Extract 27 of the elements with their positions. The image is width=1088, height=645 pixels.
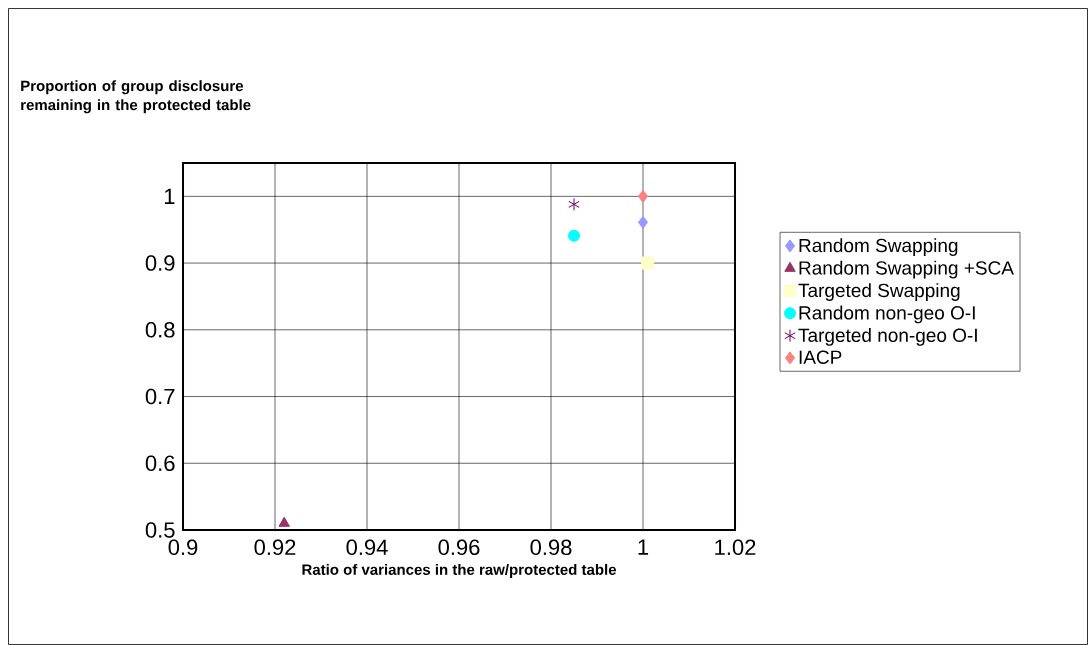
legend-label: Random Swapping +SCA	[799, 260, 1014, 279]
legend-label: Targeted Swapping	[798, 283, 960, 301]
point	[568, 197, 580, 211]
x-tick-label: 0.9	[168, 539, 198, 556]
y-tick-label: 0.5	[145, 522, 175, 538]
y-tick-label: 1	[164, 188, 175, 204]
point	[638, 215, 649, 229]
x-tick-label: 0.94	[346, 539, 388, 556]
legend-label: Random non-geo O-I	[799, 305, 975, 324]
y-tick-label: 0.6	[145, 455, 175, 472]
x-tick-label: 1	[638, 539, 649, 555]
x-tick-label: 0.96	[438, 539, 480, 556]
text: Proportion of group disclosure remaining in the protected table	[21, 80, 251, 114]
x-tick-label: 1.02	[715, 539, 756, 556]
x-tick-label: 0.98	[530, 539, 572, 556]
x-tick-label: 0.92	[254, 539, 296, 556]
point	[568, 229, 581, 242]
y-tick-label: 0.8	[145, 322, 175, 338]
point	[638, 189, 649, 203]
y-tick-label: 0.9	[145, 255, 175, 271]
legend-label: Targeted non-geo O-I	[798, 328, 977, 346]
y-tick-label: 0.7	[145, 388, 175, 405]
point	[278, 516, 290, 527]
legend-label: IACP	[799, 350, 842, 364]
legend-label: Random Swapping	[799, 238, 958, 256]
x-axis-title: Ratio of variances in the raw/protected table	[302, 563, 617, 578]
point	[641, 256, 655, 270]
